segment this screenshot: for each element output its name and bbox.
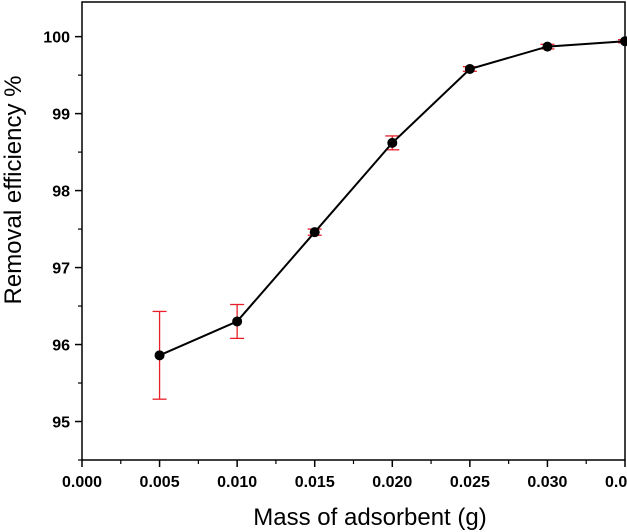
x-tick-label: 0.030	[527, 474, 567, 491]
x-tick-label: 0.005	[140, 474, 180, 491]
x-tick-label: 0.025	[450, 474, 490, 491]
x-tick-label: 0.000	[62, 474, 102, 491]
y-tick-label: 95	[52, 415, 70, 432]
x-tick-label: 0.035	[605, 474, 627, 491]
x-axis-title: Mass of adsorbent (g)	[253, 504, 486, 531]
data-point	[542, 41, 553, 52]
series	[159, 40, 626, 357]
x-tick-label: 0.015	[295, 474, 335, 491]
x-tick-label: 0.020	[372, 474, 412, 491]
y-tick-label: 96	[52, 338, 70, 355]
y-axis-title: Removal efficiency %	[0, 76, 27, 305]
data-point	[387, 137, 398, 148]
data-point	[620, 36, 627, 47]
axes	[81, 1, 626, 461]
y-tick-label: 98	[52, 184, 70, 201]
y-axis-ticks: 95 96 97 98 99 100	[43, 30, 82, 461]
data-point	[464, 63, 475, 74]
y-tick-label: 97	[52, 261, 70, 278]
x-axis-ticks: 0.000 0.005 0.010 0.015 0.020 0.025 0.030 0.035	[62, 460, 627, 491]
data-point	[154, 350, 165, 361]
data-point	[232, 316, 243, 327]
x-tick-label: 0.010	[217, 474, 257, 491]
data-points	[154, 36, 627, 361]
data-point	[309, 227, 320, 238]
plot-frame	[81, 1, 626, 461]
error-bars	[152, 39, 627, 400]
y-tick-label: 99	[52, 107, 70, 124]
y-tick-label: 100	[43, 30, 70, 47]
series-line	[159, 40, 626, 357]
